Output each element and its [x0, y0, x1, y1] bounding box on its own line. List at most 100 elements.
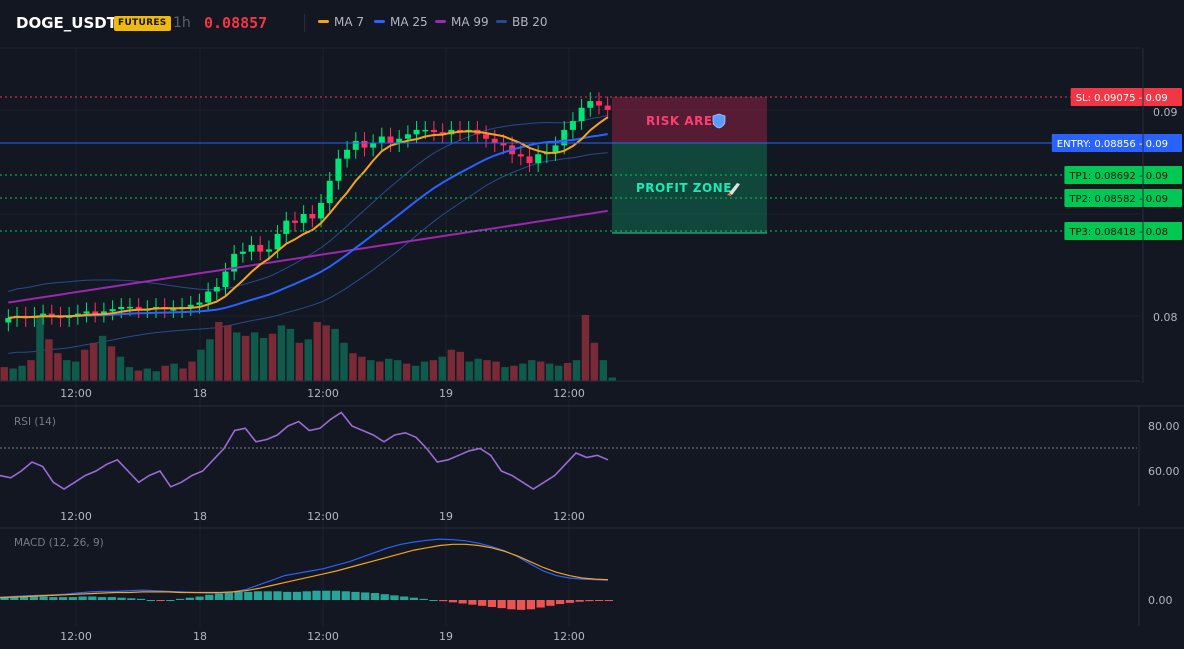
time-tick-label: 19 — [439, 387, 453, 400]
macd-histogram-bar — [253, 591, 263, 600]
candle-body — [439, 132, 446, 135]
candle-body — [595, 101, 602, 106]
volume-bar — [411, 365, 420, 381]
candle-body — [48, 313, 55, 316]
candlesticks — [5, 92, 611, 332]
volume-bar — [501, 367, 509, 381]
candle-body — [526, 156, 533, 164]
candle-body — [561, 129, 568, 146]
candle-body — [222, 271, 229, 288]
volume-bar — [519, 363, 527, 381]
volume-bar — [590, 342, 599, 381]
candle-body — [430, 129, 437, 133]
volume-bar — [572, 360, 581, 381]
candle-body — [500, 143, 507, 146]
volume-bar — [18, 365, 26, 381]
macd-histogram-bar — [10, 596, 19, 600]
legend-ma99[interactable]: MA 99 — [435, 15, 489, 29]
rocket-icon — [727, 183, 740, 196]
price-tick-label: 0.08 — [1153, 311, 1178, 324]
profit-zone — [612, 143, 767, 233]
time-tick-label: 12:00 — [307, 510, 339, 523]
volume-bar — [134, 370, 143, 381]
candle-body — [248, 244, 255, 252]
symbol-name[interactable]: DOGE_USDT — [16, 14, 117, 32]
volume-bar — [232, 332, 241, 381]
volume-bar — [224, 325, 232, 381]
macd-histogram-bar — [419, 598, 428, 600]
macd-histogram-bar — [351, 591, 360, 600]
macd-histogram-bar — [448, 600, 458, 603]
macd-histogram-bar — [546, 600, 555, 606]
price-axis[interactable]: 0.09 0.08 — [1142, 48, 1178, 383]
macd-histogram-bar — [565, 600, 575, 603]
macd-histogram-bar — [175, 598, 185, 600]
legend-ma25[interactable]: MA 25 — [374, 15, 428, 29]
candle-body — [283, 220, 290, 234]
volume-bar — [429, 360, 438, 381]
candle-body — [604, 105, 611, 110]
candle-body — [265, 249, 272, 252]
macd-pane[interactable]: MACD (12, 26, 9) 0.00 — [0, 527, 1184, 626]
volume-bar — [63, 360, 71, 381]
rsi-pane[interactable]: RSI (14) 80.00 60.00 — [0, 405, 1184, 506]
macd-histogram-bar — [302, 591, 311, 600]
volume-bar — [420, 361, 429, 381]
macd-histogram-bar — [526, 600, 536, 610]
trade-levels: SL: 0.09075 - 0.09 ENTRY: 0.08856 - 0.09 T… — [0, 88, 1182, 240]
macd-histogram-bar — [39, 596, 48, 600]
volume-bar — [331, 328, 339, 381]
header-divider — [304, 14, 305, 32]
macd-histogram-bar — [234, 591, 243, 600]
candle-body — [370, 143, 377, 148]
volume-bar — [554, 365, 563, 381]
level-tag — [1064, 189, 1182, 207]
volume-bar — [152, 371, 160, 381]
ma99-swatch-icon — [435, 20, 446, 23]
volume-bar — [528, 360, 536, 381]
legend-bb20[interactable]: BB 20 — [496, 15, 548, 29]
macd-title: MACD (12, 26, 9) — [14, 537, 104, 549]
candle-body — [378, 136, 385, 144]
macd-histogram-bar — [283, 591, 292, 600]
risk-area-zone — [612, 97, 767, 143]
macd-histogram-bar — [595, 600, 604, 601]
macd-histogram-bar — [361, 592, 370, 600]
macd-histogram-bar — [273, 591, 282, 600]
volume-bar — [456, 351, 464, 381]
volume-bar — [179, 368, 187, 381]
macd-histogram-bar — [136, 598, 146, 600]
timeframe-label[interactable]: 1h — [173, 15, 191, 31]
macd-histogram-bar — [312, 590, 321, 600]
macd-histogram-bar — [185, 597, 194, 600]
candle-body — [387, 136, 394, 144]
macd-histogram-bar — [575, 600, 584, 602]
legend-ma7[interactable]: MA 7 — [318, 15, 364, 29]
rsi-tick-label: 60.00 — [1148, 465, 1180, 478]
volume-bar — [581, 315, 590, 381]
macd-histogram-bar — [214, 593, 224, 600]
legend-ma25-label: MA 25 — [390, 15, 428, 29]
candle-body — [300, 214, 307, 223]
time-tick-label: 12:00 — [60, 630, 92, 643]
macd-histogram-bar — [400, 596, 409, 600]
price-pane[interactable]: RISK AREA PROFIT ZONE SL: 0.09075 - 0.09… — [0, 88, 1182, 382]
candle-body — [196, 302, 203, 305]
chart-header: DOGE_USDT FUTURES 1h 0.08857 MA 7 MA 25 … — [0, 0, 1184, 48]
macd-histogram-bar — [380, 594, 389, 600]
candle-body — [118, 306, 125, 310]
candle-body — [483, 134, 490, 139]
volume-bar — [72, 361, 80, 381]
candle-body — [257, 244, 264, 252]
volume-bar — [438, 356, 447, 381]
time-tick-label: 12:00 — [60, 387, 92, 400]
time-axes: 12:00 18 12:00 19 12:00 12:00 18 12:00 19 12:00 12… — [60, 387, 585, 643]
macd-histogram-bar — [0, 596, 9, 600]
macd-histogram-bar — [458, 600, 467, 604]
macd-histogram-bar — [468, 600, 477, 605]
candle-body — [326, 180, 333, 203]
time-tick-label: 12:00 — [60, 510, 92, 523]
macd-histogram-bar — [195, 596, 204, 600]
volume-bar — [563, 362, 572, 381]
